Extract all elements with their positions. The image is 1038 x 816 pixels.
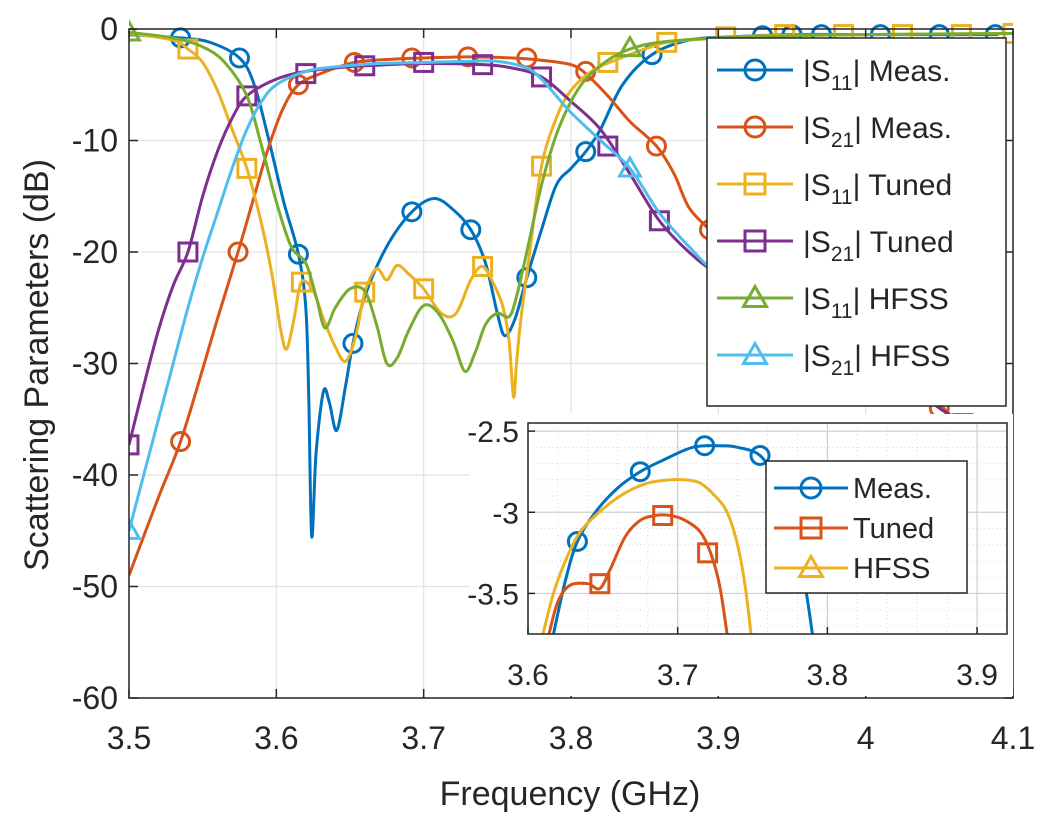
inset-point-meas — [749, 444, 771, 466]
inset-x-tick-label: 3.8 — [807, 659, 849, 692]
inset-point-tuned — [652, 505, 674, 527]
data-point-s11_tuned — [413, 278, 435, 300]
data-point-s11_hfss — [616, 34, 643, 58]
data-point-s11_meas — [401, 201, 423, 223]
x-tick-label: 4 — [857, 720, 875, 756]
inset-point-tuned — [589, 573, 611, 595]
main-axes-frame — [128, 28, 1014, 699]
legend-entry-s11_hfss: |S11| HFSS — [717, 283, 949, 323]
x-tick-label: 3.9 — [696, 720, 740, 756]
data-point-s21_meas — [401, 47, 423, 69]
inset-series-tuned — [547, 505, 729, 634]
inset-legend-entry-tuned: Tuned — [774, 513, 934, 545]
inset-y-tick-label: -2.5 — [467, 416, 519, 449]
y-tick-label: -20 — [72, 234, 118, 270]
inset-legend-entry-hfss: HFSS — [774, 553, 930, 585]
data-point-s11_meas — [460, 219, 482, 241]
legend-marker — [740, 340, 770, 365]
inset-legend-label: Meas. — [853, 473, 932, 505]
main-tick-labels: 3.5 3.6 3.7 3.8 3.9 4 4.1 -60 -50 -40 -30 -20 -10 0 — [72, 11, 1035, 756]
data-point-s11_meas — [575, 141, 597, 163]
x-tick-label: 3.6 — [254, 720, 298, 756]
y-tick-label: -60 — [72, 680, 118, 716]
inset-x-tick-label: 3.6 — [507, 659, 549, 692]
x-axis-label: Frequency (GHz) — [440, 775, 701, 813]
legend-marker — [743, 58, 767, 82]
inset-x-tick-label: 3.7 — [657, 659, 699, 692]
y-tick-label: -10 — [72, 123, 118, 159]
data-point-s11_meas — [342, 332, 364, 354]
data-point-s21_tuned — [472, 54, 494, 76]
data-point-s21_tuned — [236, 85, 258, 107]
inset-zoom-chart: 3.6 3.7 3.8 3.9 -3.5 -3 -2.5 Meas. Tuned HFSS — [467, 414, 1013, 696]
data-point-s11_meas — [229, 47, 250, 69]
inset-y-tick-label: -3 — [492, 497, 519, 530]
legend-label: |S11| Meas. — [803, 55, 950, 95]
legend-marker — [740, 283, 770, 308]
legend-entry-s21_hfss: |S21| HFSS — [717, 340, 950, 380]
inset-y-tick-label: -3.5 — [467, 578, 519, 611]
inset-point-meas — [629, 461, 651, 483]
series-line-s21_hfss — [129, 59, 867, 532]
legend-label: |S21| Tuned — [803, 226, 954, 266]
x-tick-label: 3.8 — [549, 720, 593, 756]
data-point-s11_tuned — [236, 157, 258, 179]
inset-legend-marker — [796, 553, 826, 578]
legend-marker — [743, 229, 767, 253]
legend-marker — [743, 115, 767, 139]
inset-legend-label: Tuned — [853, 513, 934, 545]
data-point-s21_meas — [287, 74, 309, 96]
data-point-s21_tuned — [177, 241, 199, 263]
inset-line-hfss — [541, 477, 753, 634]
legend-entry-s11_tuned: |S11| Tuned — [717, 169, 952, 209]
inset-point-meas — [566, 530, 588, 552]
main-legend: |S11| Meas. |S21| Meas. |S11| Tuned |S21| T… — [706, 37, 1007, 407]
legend-label: |S11| Tuned — [803, 169, 952, 209]
data-point-s11_tuned — [290, 271, 312, 293]
inset-frame — [527, 422, 1008, 635]
x-tick-label: 3.5 — [107, 720, 151, 756]
data-point-s21_meas — [170, 431, 192, 453]
data-point-s21_tuned — [129, 434, 140, 456]
data-point-s21_meas — [227, 241, 249, 263]
legend-label: |S11| HFSS — [803, 283, 949, 323]
inset-series-hfss — [541, 477, 753, 634]
legend-label: |S21| HFSS — [803, 340, 950, 380]
series-line-s11_meas — [129, 32, 999, 539]
data-point-s21_hfss — [616, 155, 643, 178]
legend-entry-s21_meas: |S21| Meas. — [717, 112, 952, 152]
data-point-s21_tuned — [531, 66, 553, 88]
x-tick-label: 3.7 — [401, 720, 445, 756]
data-point-s11_tuned — [531, 155, 553, 177]
inset-legend-marker — [799, 516, 823, 540]
series-line-s11_hfss — [129, 30, 1013, 373]
inset-legend-marker — [799, 476, 823, 500]
y-tick-label: 0 — [100, 11, 118, 47]
data-point-s11_tuned — [472, 255, 494, 277]
main-series — [129, 18, 1013, 576]
inset-point-tuned — [697, 542, 719, 564]
inset-point-meas — [694, 435, 716, 457]
inset-legend: Meas. Tuned HFSS — [765, 460, 968, 594]
legend-entry-s21_tuned: |S21| Tuned — [717, 226, 954, 266]
inset-legend-entry-meas: Meas. — [774, 473, 932, 505]
data-point-s11_tuned — [597, 51, 619, 73]
inset-series — [541, 435, 814, 634]
y-tick-label: -30 — [72, 346, 118, 382]
y-axis-label: Scattering Parameters (dB) — [18, 159, 56, 571]
inset-legend-label: HFSS — [853, 553, 930, 585]
legend-marker — [743, 172, 767, 196]
data-point-s21_tuned — [597, 135, 619, 157]
y-tick-label: -50 — [72, 569, 118, 605]
legend-label: |S21| Meas. — [803, 112, 952, 152]
x-tick-label: 4.1 — [991, 720, 1035, 756]
inset-x-tick-label: 3.9 — [956, 659, 998, 692]
data-point-s11_meas — [287, 243, 309, 265]
legend-entry-s11_meas: |S11| Meas. — [717, 55, 950, 95]
data-point-s11_tuned — [354, 281, 376, 303]
data-point-s21_meas — [645, 135, 667, 157]
y-tick-label: -40 — [72, 457, 118, 493]
inset-line-tuned — [547, 513, 729, 634]
